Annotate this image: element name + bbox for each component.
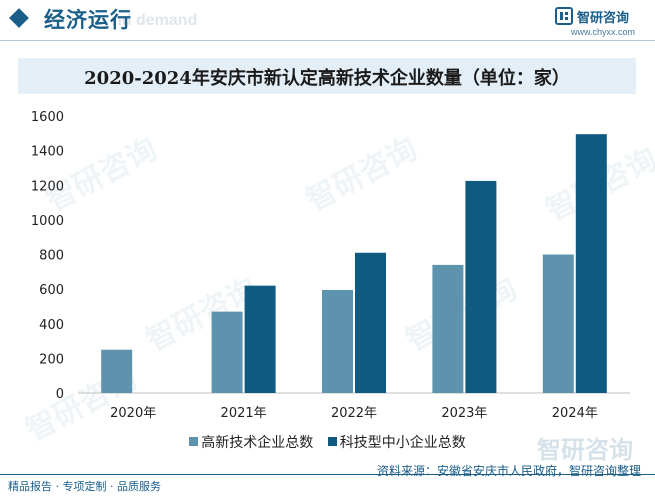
footer-divider xyxy=(0,474,655,475)
bar xyxy=(465,180,497,393)
header-ghost-text: nd demand xyxy=(112,12,198,29)
x-tick-label: 2022年 xyxy=(331,406,377,421)
bar xyxy=(322,289,353,393)
brand-name: 智研咨询 xyxy=(577,11,630,26)
brand-url: www.chyxx.com xyxy=(571,27,636,37)
legend-label: 高新技术企业总数 xyxy=(201,435,314,451)
section-title: 经济运行 xyxy=(44,8,132,32)
legend-swatch xyxy=(189,437,199,446)
x-tick-label: 2024年 xyxy=(552,406,598,421)
diamond-icon xyxy=(9,8,29,28)
y-tick-label: 1000 xyxy=(31,214,64,229)
y-tick-label: 400 xyxy=(39,318,64,333)
chart-title-band: 2020-2024年安庆市新认定高新技术企业数量（单位：家） xyxy=(18,58,636,94)
brand-logo: 智研咨询 www.chyxx.com xyxy=(555,5,639,39)
bar xyxy=(575,134,607,393)
bar xyxy=(244,285,276,393)
y-tick-label: 1600 xyxy=(31,110,64,125)
source-note: 资料来源：安徽省安庆市人民政府，智研咨询整理 xyxy=(376,464,641,478)
bar xyxy=(432,264,464,393)
bar xyxy=(542,254,574,393)
y-tick-label: 600 xyxy=(39,283,64,298)
bar xyxy=(211,311,243,393)
footer-tagline: 精品报告 · 专项定制 · 品质服务 xyxy=(8,480,161,493)
bar-chart: 0 200 400 600 800 1000 1200 1400 1600 2020年 2021年 2… xyxy=(31,110,630,421)
page-header: nd demand 经济运行 智研咨询 www.chyxx.com xyxy=(0,0,655,44)
chart-legend: 高新技术企业总数 科技型中小企业总数 xyxy=(0,432,655,454)
legend-item: 高新技术企业总数 xyxy=(189,432,313,452)
legend-swatch xyxy=(327,437,337,446)
x-tick-label: 2023年 xyxy=(441,406,487,421)
header-divider xyxy=(0,40,655,41)
y-tick-label: 0 xyxy=(56,387,64,402)
bar xyxy=(101,349,133,393)
zhiyan-logo-icon xyxy=(555,7,573,25)
y-tick-label: 200 xyxy=(39,352,64,367)
x-tick-label: 2020年 xyxy=(110,406,156,421)
bar xyxy=(355,252,386,393)
y-tick-label: 800 xyxy=(39,249,64,264)
legend-label: 科技型中小企业总数 xyxy=(339,435,466,451)
x-tick-label: 2021年 xyxy=(221,406,267,421)
y-tick-label: 1400 xyxy=(31,145,64,160)
y-tick-label: 1200 xyxy=(31,179,64,194)
chart-title: 2020-2024年安庆市新认定高新技术企业数量（单位：家） xyxy=(84,68,570,89)
legend-item: 科技型中小企业总数 xyxy=(327,432,466,452)
